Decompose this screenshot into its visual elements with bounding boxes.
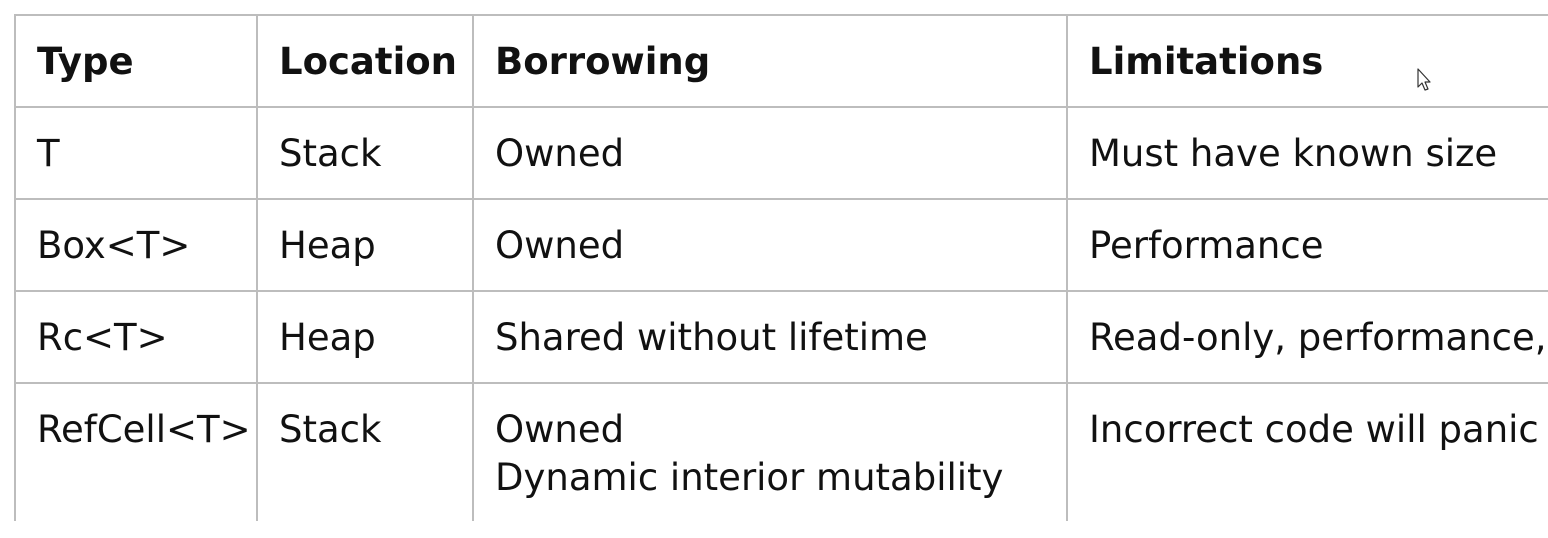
cell-location: Stack	[256, 382, 474, 521]
header-limitations: Limitations	[1066, 14, 1548, 108]
borrowing-line: Shared without lifetime	[495, 316, 928, 359]
header-borrowing: Borrowing	[472, 14, 1068, 108]
borrowing-line: Owned	[495, 224, 625, 267]
table-row: Rc<T> Heap Shared without lifetime Read-…	[14, 290, 1548, 384]
cell-limitations: Performance	[1066, 198, 1548, 292]
cell-borrowing: Owned	[472, 198, 1068, 292]
cell-location: Stack	[256, 106, 474, 200]
cell-type: Rc<T>	[14, 290, 258, 384]
cell-borrowing: Shared without lifetime	[472, 290, 1068, 384]
header-type: Type	[14, 14, 258, 108]
cell-location: Heap	[256, 290, 474, 384]
table-row: Box<T> Heap Owned Performance	[14, 198, 1548, 292]
table-row: RefCell<T> Stack Owned Dynamic interior …	[14, 382, 1548, 521]
cell-type: RefCell<T>	[14, 382, 258, 521]
rust-types-table: Type Location Borrowing Limitations T St…	[14, 14, 1548, 521]
borrowing-line: Owned	[495, 408, 625, 451]
table-header-row: Type Location Borrowing Limitations	[14, 14, 1548, 108]
cell-location: Heap	[256, 198, 474, 292]
cell-limitations: Must have known size	[1066, 106, 1548, 200]
cell-limitations: Incorrect code will panic	[1066, 382, 1548, 521]
cell-borrowing: Owned	[472, 106, 1068, 200]
cell-limitations: Read-only, performance,	[1066, 290, 1548, 384]
cell-borrowing: Owned Dynamic interior mutability	[472, 382, 1068, 521]
header-location: Location	[256, 14, 474, 108]
mouse-pointer-icon	[1417, 68, 1431, 91]
borrowing-line: Dynamic interior mutability	[495, 456, 1004, 499]
comparison-table-container: Type Location Borrowing Limitations T St…	[14, 14, 1548, 521]
cell-type: Box<T>	[14, 198, 258, 292]
table-row: T Stack Owned Must have known size	[14, 106, 1548, 200]
borrowing-line: Owned	[495, 132, 625, 175]
cell-type: T	[14, 106, 258, 200]
